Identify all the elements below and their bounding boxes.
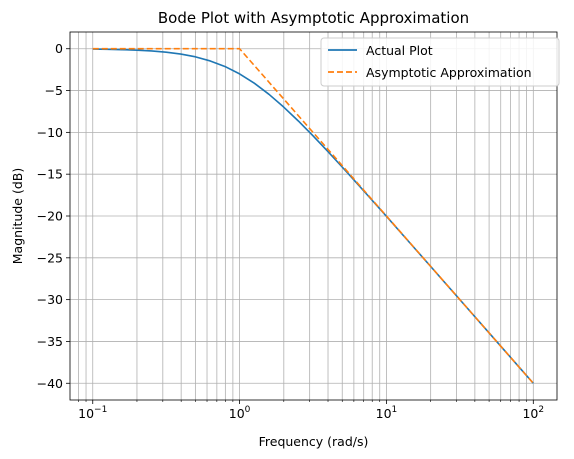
x-axis-label: Frequency (rad/s) xyxy=(259,434,369,449)
y-tick-label: −10 xyxy=(37,125,63,140)
legend-label-actual: Actual Plot xyxy=(366,43,433,58)
y-tick-label: 0 xyxy=(55,41,63,56)
chart-title: Bode Plot with Asymptotic Approximation xyxy=(158,9,469,27)
y-tick-label: −25 xyxy=(37,250,63,265)
legend-label-asymptotic: Asymptotic Approximation xyxy=(366,65,532,80)
y-tick-label: −40 xyxy=(37,376,63,391)
y-tick-label: −35 xyxy=(37,334,63,349)
legend-box xyxy=(320,37,560,87)
x-tick-label: 102 xyxy=(522,405,544,421)
x-tick-label: 100 xyxy=(229,405,251,421)
ticks: 10−1 100 101 102 0 −5 −10 −15 −20 −25 −30 −35 −40 xyxy=(37,41,545,421)
y-tick-label: −15 xyxy=(37,167,63,182)
grid xyxy=(70,32,557,400)
y-axis-label: Magnitude (dB) xyxy=(10,168,25,264)
y-tick-label: −5 xyxy=(45,83,63,98)
y-tick-label: −20 xyxy=(37,209,63,224)
series-line-asymptotic-approximation xyxy=(92,47,534,384)
legend: Actual Plot Asymptotic Approximation xyxy=(320,37,560,87)
y-tick-label: −30 xyxy=(37,292,63,307)
series-group xyxy=(92,47,534,384)
x-tick-label: 10−1 xyxy=(78,405,107,421)
x-tick-label: 101 xyxy=(376,405,398,421)
